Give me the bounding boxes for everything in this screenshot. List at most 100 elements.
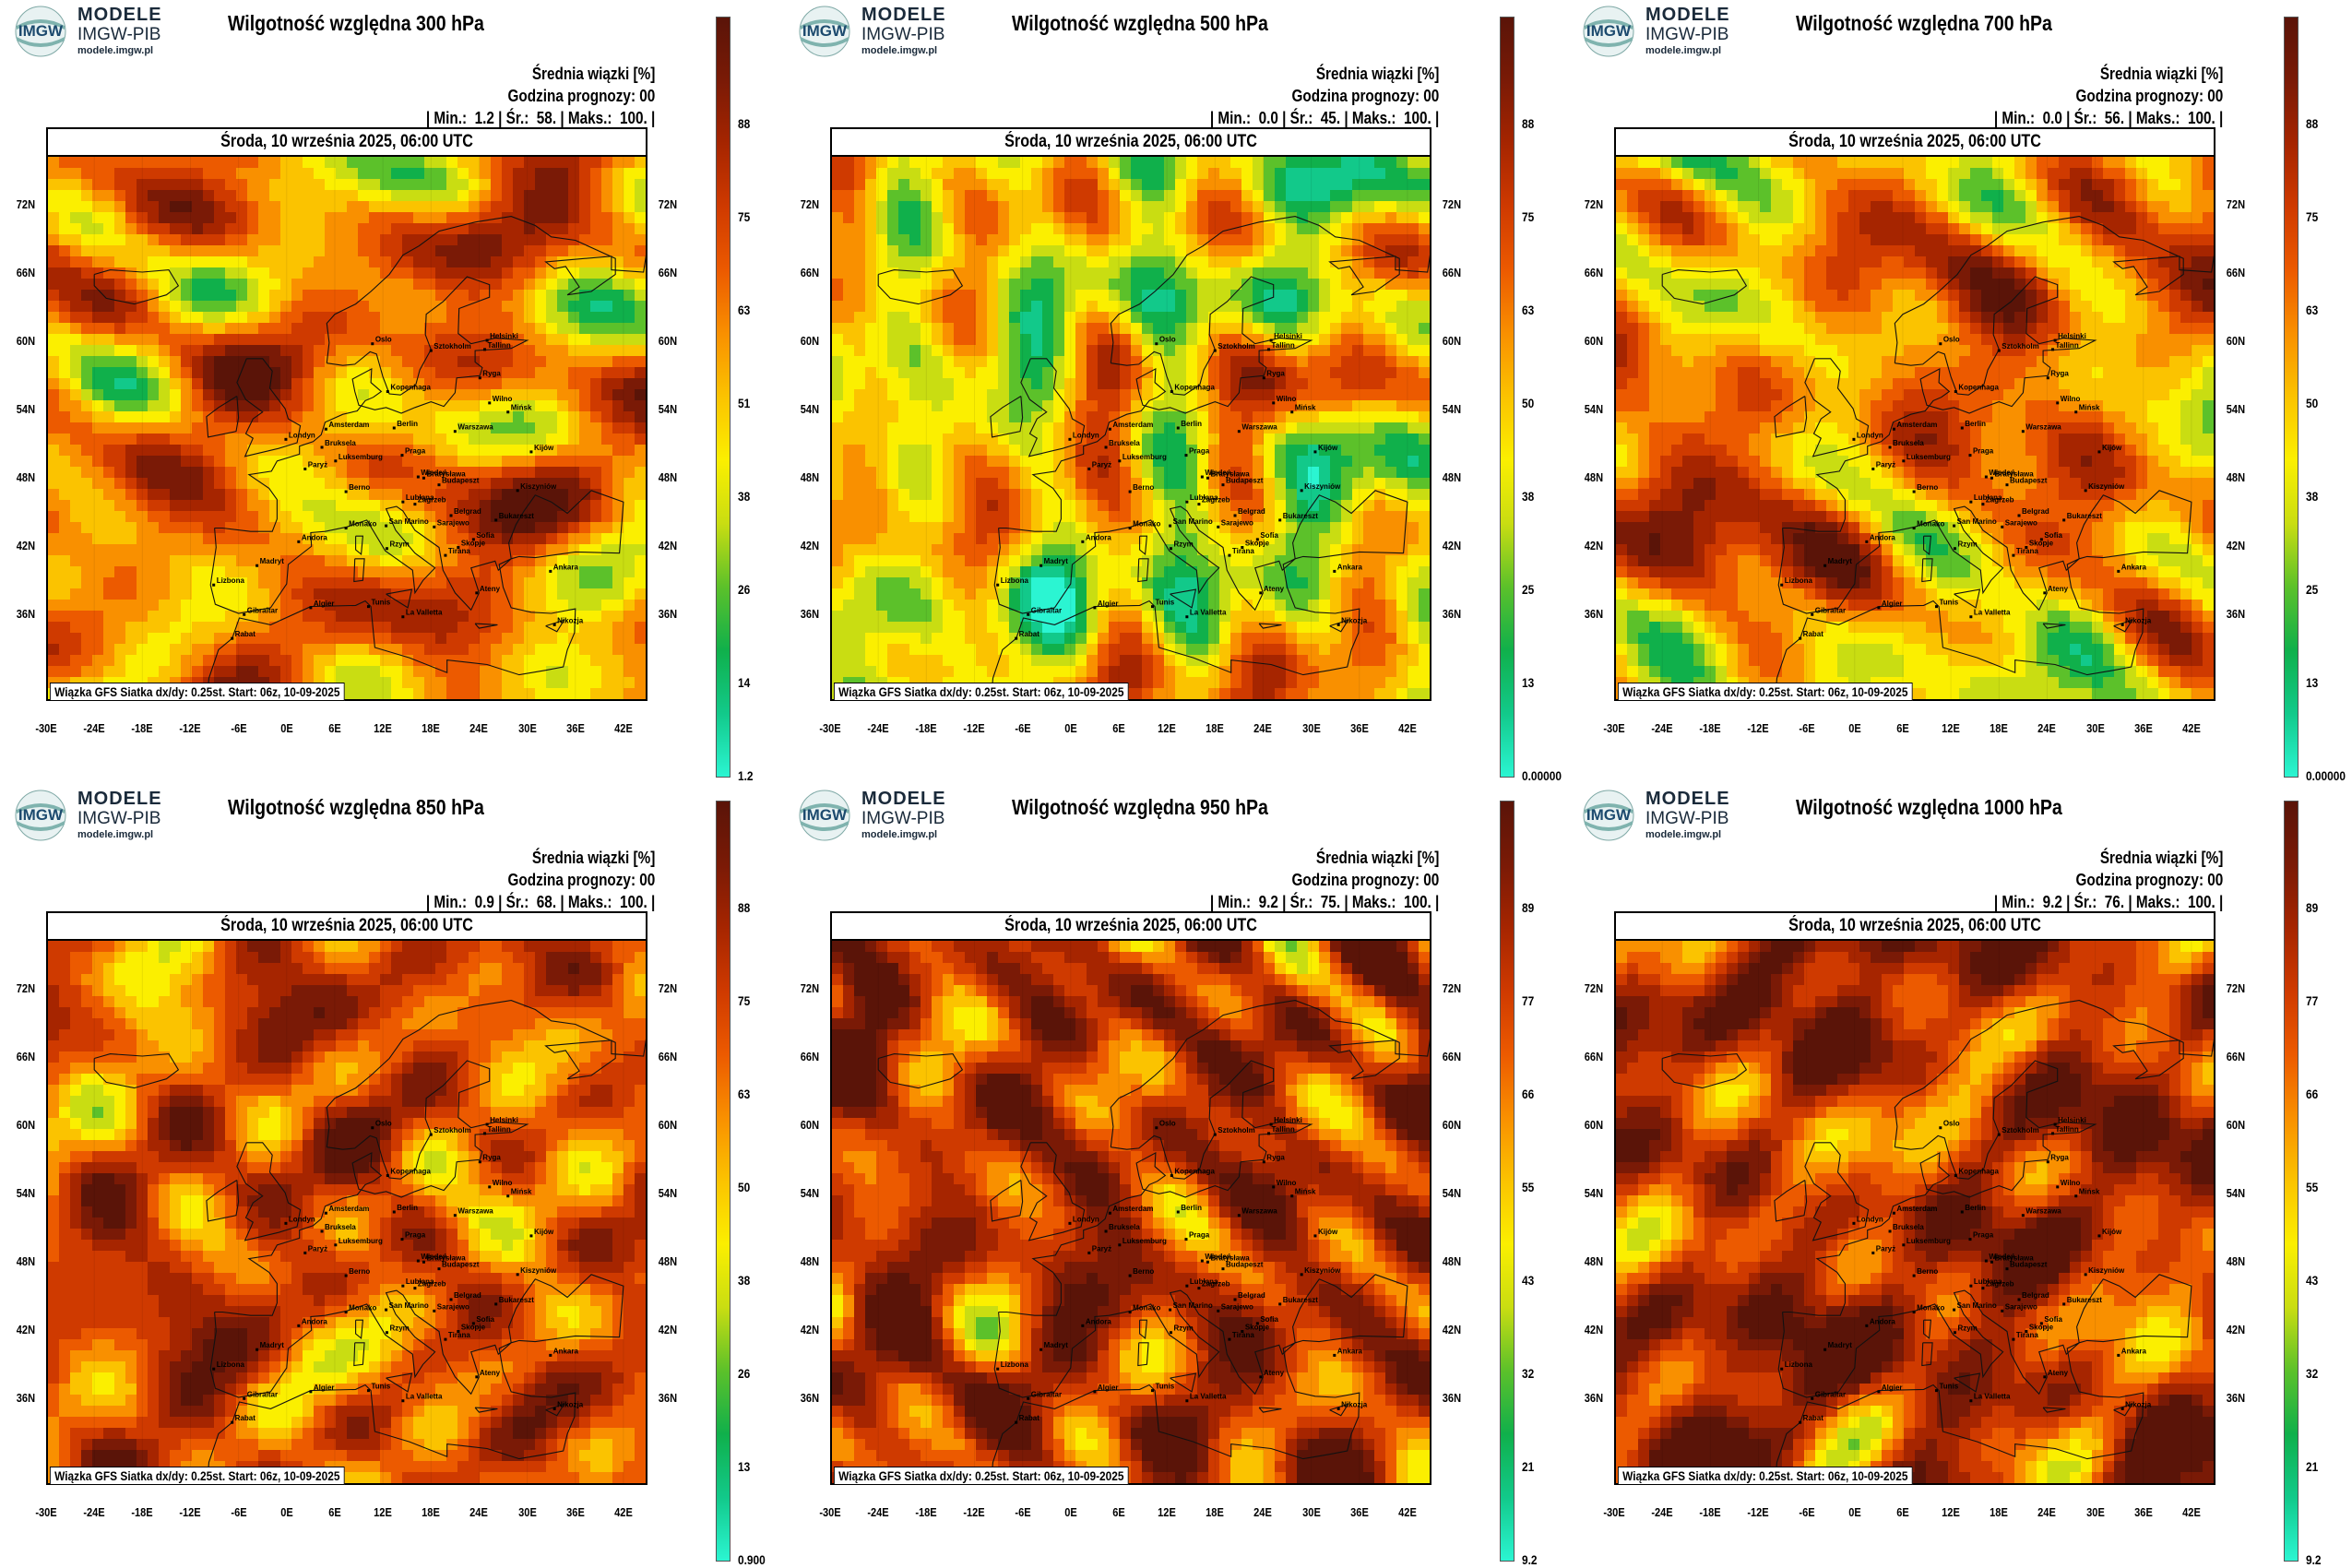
city-label: Lublana — [406, 493, 434, 502]
city-label: Rabat — [1019, 630, 1040, 638]
stat-mean: 76. — [2104, 893, 2124, 911]
colorbar-tick-label: 9.2 — [2306, 1552, 2322, 1567]
city-label: Skopje — [2029, 540, 2054, 548]
lon-tick-label: -18E — [131, 721, 153, 735]
imgw-logo-icon: IMGW — [799, 6, 850, 57]
city-label: Bratysława — [1994, 469, 2034, 478]
city-marker — [433, 1309, 436, 1313]
lon-tick-label: 0E — [1848, 1505, 1861, 1519]
city-label: Tunis — [1155, 1383, 1174, 1391]
stats-block: Średnia wiązki [%] Godzina prognozy: 00 … — [1210, 847, 1439, 913]
coastline — [998, 276, 1313, 532]
panel-title: Wilgotność względna 300 hPa — [228, 11, 484, 35]
city-marker — [2046, 1160, 2049, 1164]
city-label: Lizbona — [1001, 1360, 1029, 1369]
city-label: Amsterdam — [328, 421, 369, 429]
city-label: Tirana — [448, 1331, 470, 1339]
city-label: Wilno — [1277, 1179, 1297, 1187]
city-label: Lizbona — [1785, 1360, 1813, 1369]
forecast-hour: Godzina prognozy: 00 — [2075, 871, 2223, 889]
city-marker — [1871, 467, 1875, 470]
city-marker — [1799, 1420, 1802, 1424]
brand-url: modele.imgw.pl — [861, 829, 938, 840]
city-marker — [1981, 1287, 1985, 1290]
city-label: Algier — [314, 600, 335, 608]
city-label: Nikozja — [1341, 616, 1368, 624]
city-label: Tallinn — [488, 341, 511, 350]
svg-text:IMGW: IMGW — [18, 22, 64, 40]
city-label: Kijów — [1318, 444, 1338, 452]
coastline — [1774, 396, 1808, 438]
city-marker — [1185, 1399, 1189, 1403]
city-label: Monako — [349, 1304, 376, 1313]
city-label: Kijów — [2102, 444, 2122, 452]
city-label: Londyn — [1073, 1215, 1099, 1223]
city-label: San Marino — [1173, 1301, 1213, 1310]
lat-tick-label: 72N — [658, 196, 678, 211]
city-label: La Valletta — [1190, 609, 1227, 617]
lon-tick-label: 42E — [614, 1505, 633, 1519]
lon-tick-label: 12E — [374, 721, 392, 735]
city-marker — [2120, 1407, 2124, 1410]
forecast-hour: Godzina prognozy: 00 — [1291, 87, 1439, 105]
city-marker — [1953, 524, 1956, 528]
date-text: Środa, 10 września 2025, 06:00 UTC — [220, 132, 473, 151]
coastline — [1139, 535, 1148, 555]
lat-tick-label: 54N — [2226, 1185, 2246, 1200]
coastline — [353, 1342, 365, 1367]
model-footer: Wiązka GFS Siatka dx/dy: 0.25st. Start: … — [50, 683, 345, 701]
lat-tick-label: 42N — [800, 1322, 820, 1336]
city-label: Kiszyniów — [1304, 1266, 1341, 1275]
city-label: Lublana — [406, 1277, 434, 1286]
lat-tick-label: 48N — [2226, 1253, 2246, 1268]
lat-tick-label: 36N — [16, 606, 36, 621]
city-label: Zagrzeb — [1202, 496, 1230, 505]
city-label: Zagrzeb — [418, 1280, 446, 1289]
city-marker — [2046, 376, 2049, 380]
city-label: Sofia — [1260, 531, 1278, 540]
colorbar-tick-label: 55 — [2306, 1180, 2319, 1194]
coastline — [214, 276, 529, 532]
city-label: Ankara — [2121, 563, 2147, 571]
lon-tick-label: 30E — [517, 1505, 537, 1519]
lon-tick-label: 12E — [1158, 1505, 1176, 1519]
lon-tick-label: -30E — [819, 721, 841, 735]
city-marker — [413, 503, 417, 506]
lat-tick-label: 54N — [1584, 401, 1604, 416]
city-label: Sarajewo — [2005, 518, 2037, 527]
city-marker — [1823, 1348, 1827, 1351]
city-marker — [1272, 401, 1276, 405]
lon-tick-label: -18E — [1699, 721, 1721, 735]
city-label: Mińsk — [511, 1188, 532, 1196]
city-label: Nikozja — [1341, 1400, 1368, 1408]
city-label: Tirana — [1232, 1331, 1254, 1339]
city-marker — [1206, 1260, 1209, 1264]
city-label: Nikozja — [557, 616, 584, 624]
city-label: Belgrad — [454, 1291, 481, 1300]
colorbar-tick-label: 55 — [1522, 1180, 1535, 1194]
city-label: Gibraltar — [1031, 606, 1062, 614]
coastline — [1894, 1000, 2214, 1147]
colorbar-tick-label: 0.900 — [738, 1552, 766, 1567]
coastline — [326, 1000, 646, 1147]
city-label: Bukareszt — [2067, 1296, 2103, 1304]
city-marker — [529, 1234, 533, 1238]
city-marker — [1104, 1229, 1108, 1233]
colorbar-tick-label: 0.00000 — [2306, 768, 2346, 783]
imgw-logo-icon: IMGW — [1583, 790, 1634, 841]
lat-tick-label: 36N — [16, 1390, 36, 1405]
city-marker — [1278, 518, 1282, 522]
city-marker — [243, 612, 246, 616]
city-label: Skopje — [1245, 540, 1270, 548]
subtitle: Średnia wiązki [%] — [1315, 65, 1439, 83]
city-marker — [1969, 615, 1973, 619]
panel-title: Wilgotność względna 500 hPa — [1012, 11, 1268, 35]
city-label: Amsterdam — [328, 1205, 369, 1213]
map-panel: IMGW MODELE IMGW-PIB modele.imgw.pl Wilg… — [784, 784, 1568, 1568]
lon-tick-label: -18E — [131, 1505, 153, 1519]
city-marker — [2117, 1353, 2120, 1357]
city-marker — [320, 445, 324, 449]
colorbar-tick-label: 66 — [2306, 1087, 2319, 1101]
city-marker — [1228, 553, 1231, 557]
city-label: Andora — [302, 1317, 328, 1325]
